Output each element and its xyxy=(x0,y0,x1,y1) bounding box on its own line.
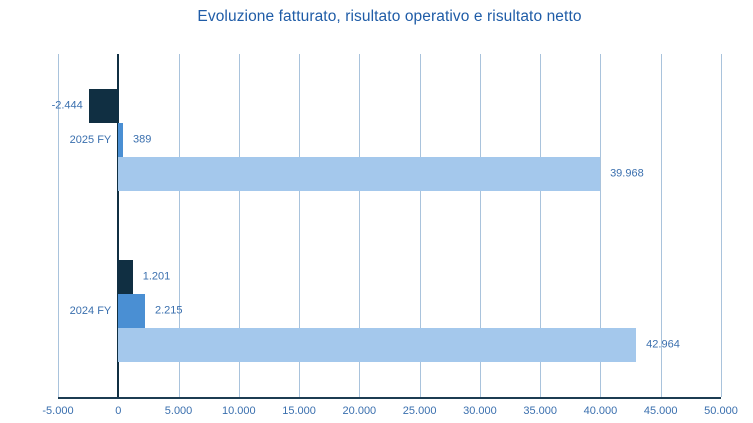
value-label-fatturato: 39.968 xyxy=(610,167,644,180)
category-label-2024-fy: 2024 FY xyxy=(69,305,112,318)
gridline xyxy=(540,54,542,397)
x-axis-tick-label: 45.000 xyxy=(643,405,678,417)
value-label-risultato-operativo: 389 xyxy=(132,133,152,146)
value-label-fatturato: 42.964 xyxy=(646,338,680,351)
x-axis-tick-label: 35.000 xyxy=(523,405,557,417)
x-axis-tick-label: -5.000 xyxy=(42,405,74,417)
x-axis-tick-label: 40.000 xyxy=(583,405,618,417)
plot-area: -5.000 0 5.000 10.000 15.000 20.000 25.000 30.0… xyxy=(42,54,738,417)
gridline xyxy=(299,54,301,397)
gridline xyxy=(600,54,602,397)
x-axis-tick-label: 25.000 xyxy=(402,405,437,417)
gridline xyxy=(238,54,240,397)
gridline xyxy=(660,54,662,397)
x-axis-tick-label: 20.000 xyxy=(342,405,377,417)
x-axis-tick-label: 0 xyxy=(115,405,122,417)
gridline xyxy=(359,54,361,397)
value-label-risultato-netto: -2.444 xyxy=(51,99,83,112)
x-axis-tick-label: 50.000 xyxy=(704,405,738,417)
x-axis-tick-label: 5.000 xyxy=(164,405,193,417)
gridline xyxy=(58,54,59,397)
gridline xyxy=(419,54,421,397)
x-axis-tick-label: 30.000 xyxy=(463,405,497,417)
gridline xyxy=(178,54,180,397)
value-label-risultato-netto: 1.201 xyxy=(142,270,171,283)
bar-fatturato xyxy=(118,156,601,191)
x-axis-tick-label: 10.000 xyxy=(221,405,256,417)
bar-fatturato xyxy=(118,328,637,363)
value-label-risultato-operativo: 2.215 xyxy=(154,304,183,317)
gridline xyxy=(479,54,481,397)
bar-risultato-netto xyxy=(118,260,133,295)
bar-risultato-netto xyxy=(88,88,119,123)
chart-title: Evoluzione fatturato, risultato operativ… xyxy=(197,8,582,25)
bar-risultato-operativo xyxy=(118,122,123,157)
category-label-2025-fy: 2025 FY xyxy=(69,133,112,146)
bar-risultato-operativo xyxy=(118,294,145,329)
gridline xyxy=(721,54,722,397)
x-axis-tick-label: 15.000 xyxy=(282,405,316,417)
zero-axis-line xyxy=(117,54,120,397)
